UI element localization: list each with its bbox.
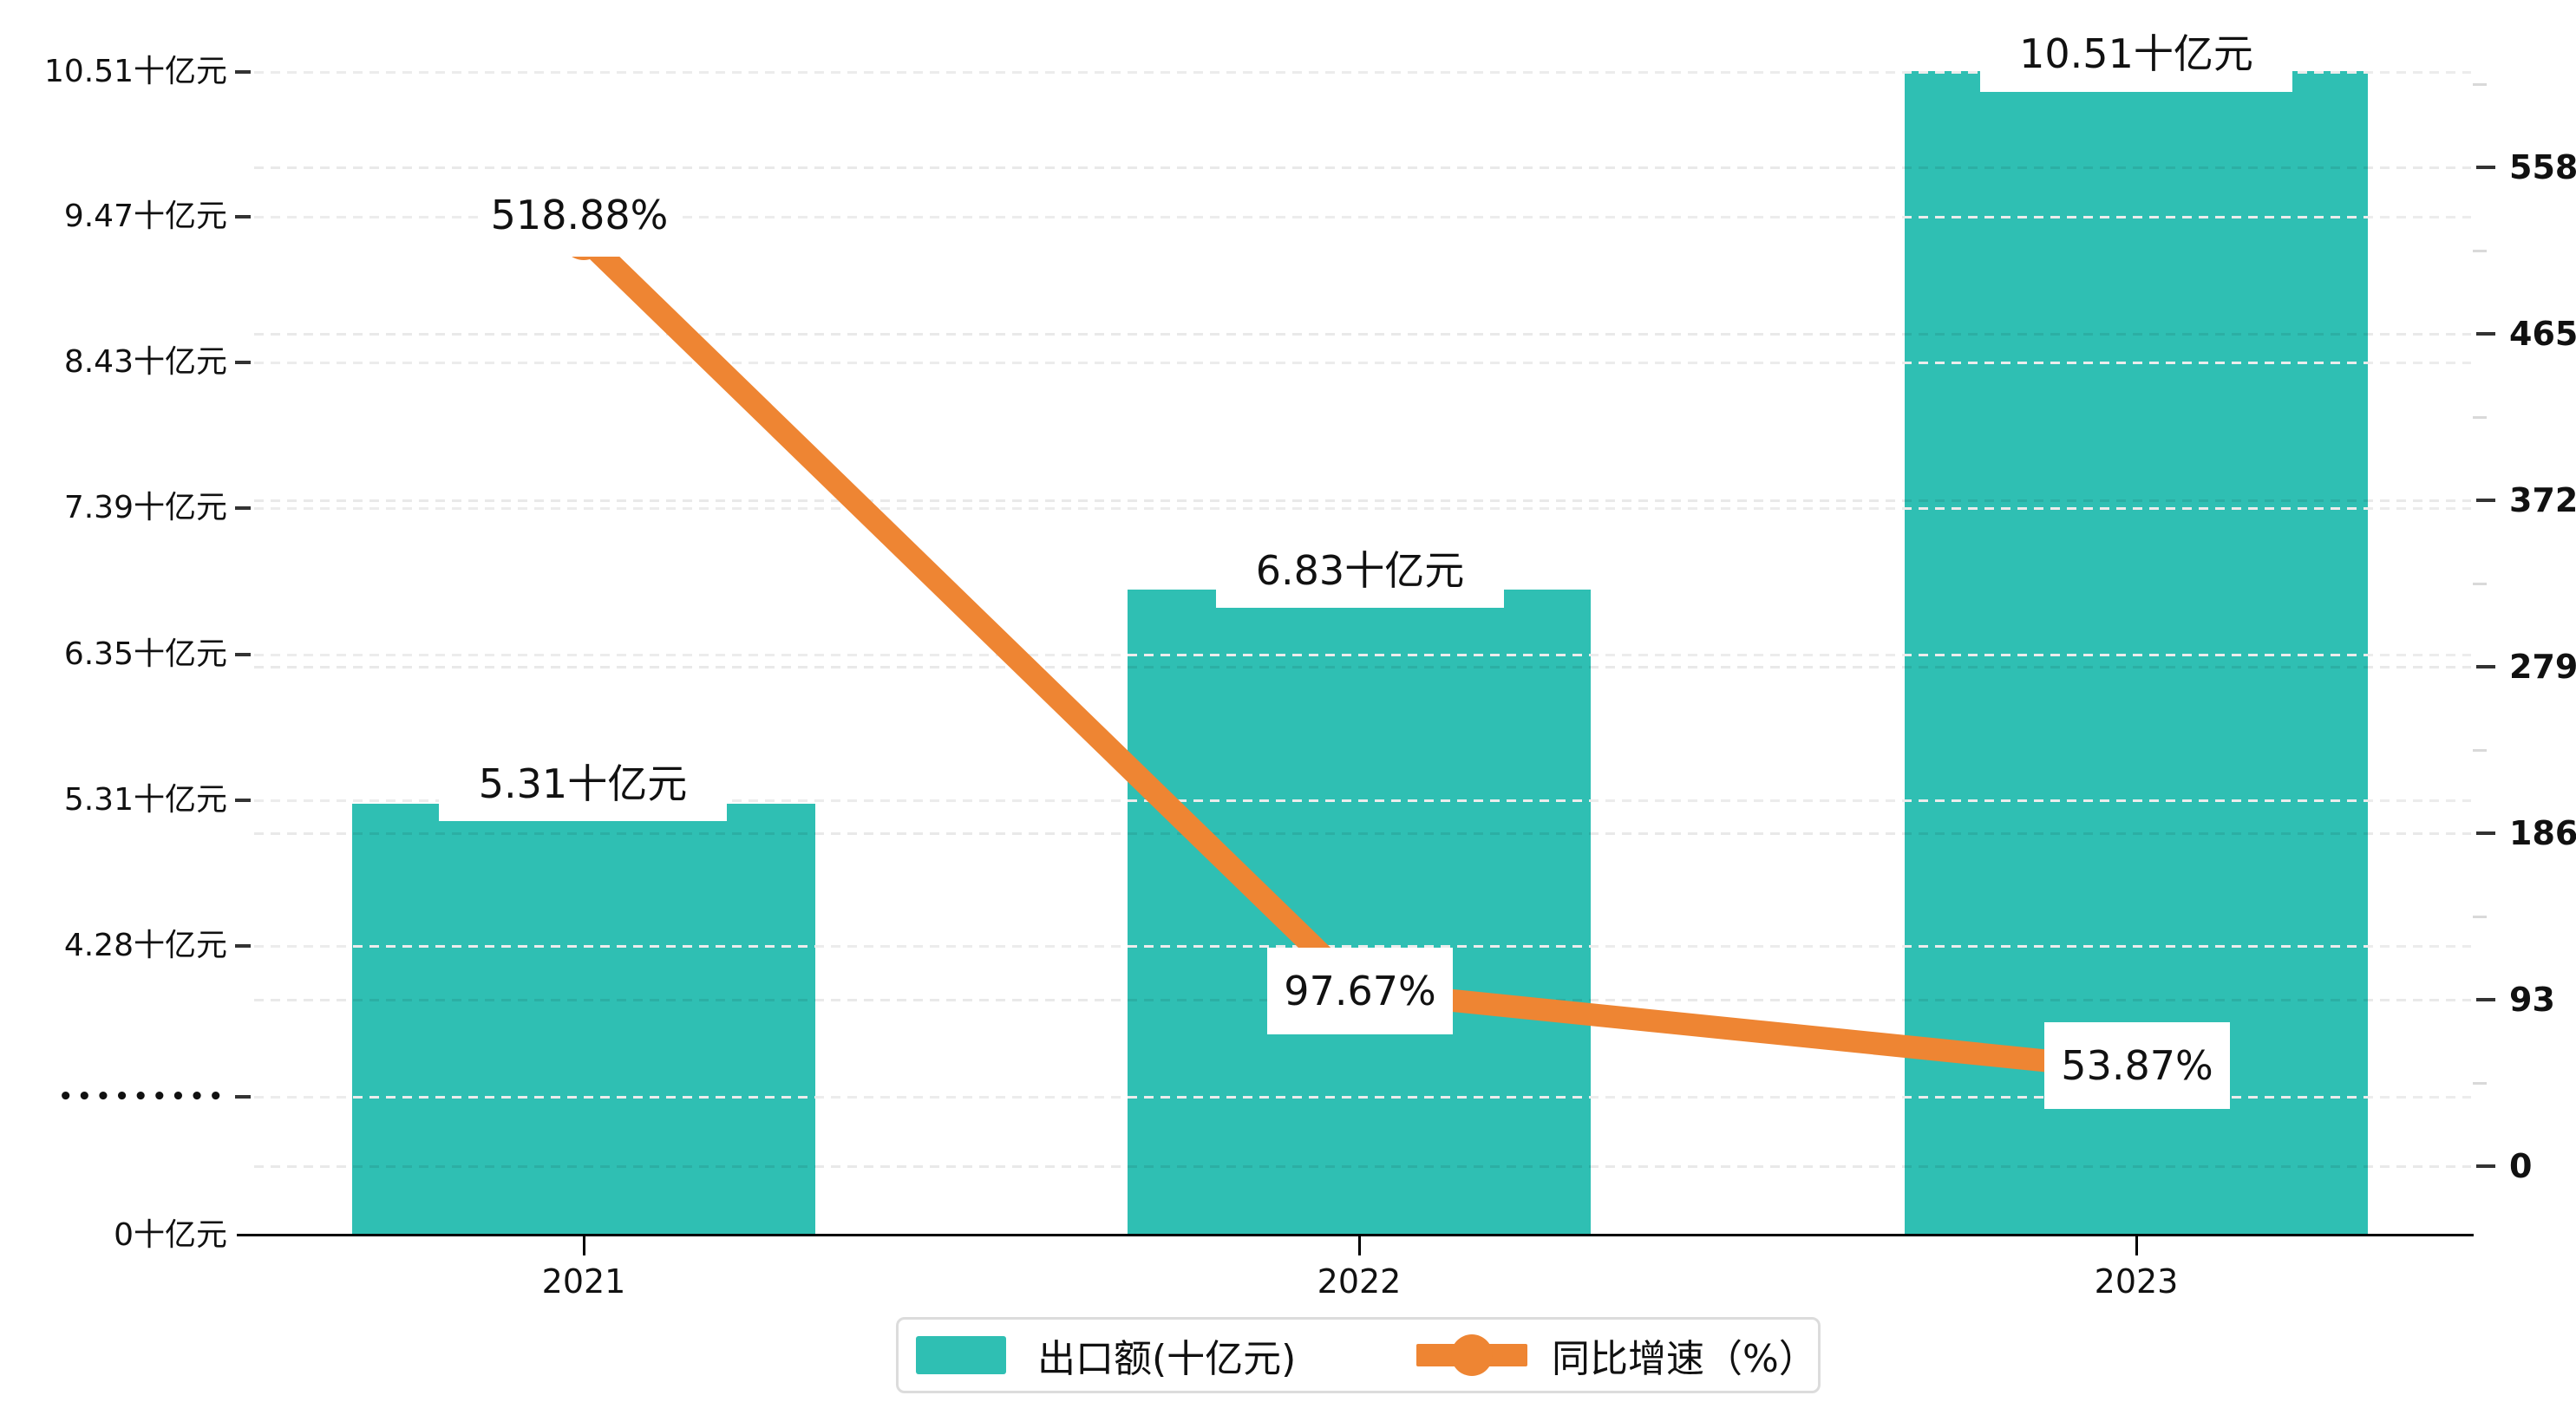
- right-axis-tick: [2476, 998, 2495, 1001]
- gridline-right: [254, 166, 2471, 169]
- line-value-label-2023: 53.87%: [2044, 1022, 2230, 1109]
- right-axis-tick: [2476, 499, 2495, 502]
- legend-item-growth[interactable]: 同比增速（%）: [1384, 1320, 1818, 1391]
- legend-line-label: 同比增速（%）: [1552, 1337, 1817, 1381]
- left-axis-tick: [235, 944, 251, 948]
- left-axis-label: 6.35十亿元: [63, 636, 227, 672]
- right-axis-label: 558: [2509, 148, 2576, 186]
- right-axis-label: 372: [2509, 481, 2576, 519]
- right-axis-tick: [2476, 1164, 2495, 1168]
- right-axis-label: 0: [2509, 1147, 2533, 1185]
- x-axis-tick: [583, 1236, 585, 1255]
- legend-item-export[interactable]: 出口额(十亿元): [899, 1320, 1384, 1391]
- right-axis-minor-tick: [2473, 916, 2487, 918]
- gridline-right: [254, 1165, 2471, 1168]
- left-axis-tick: [235, 653, 251, 656]
- left-axis-break-label: •••••••••: [58, 1084, 227, 1110]
- gridline-left: [254, 507, 2471, 510]
- legend: 出口额(十亿元) 同比增速（%）: [896, 1317, 1821, 1393]
- right-axis-minor-tick: [2473, 583, 2487, 585]
- right-axis-tick: [2476, 831, 2495, 835]
- gridline-left: [254, 945, 2471, 948]
- right-axis-minor-tick: [2473, 416, 2487, 419]
- gridline-left: [254, 216, 2471, 218]
- gridline-right: [254, 499, 2471, 502]
- bar-2021[interactable]: [352, 804, 815, 1235]
- right-axis-minor-tick: [2473, 250, 2487, 252]
- left-axis-tick: [235, 506, 251, 510]
- x-axis-tick: [2135, 1236, 2138, 1255]
- bar-value-label-2021: 5.31十亿元: [439, 741, 727, 821]
- left-axis-label: 4.28十亿元: [63, 928, 227, 963]
- bar-2022[interactable]: [1128, 590, 1591, 1235]
- right-axis-label: 186: [2509, 814, 2576, 852]
- right-axis-label: 279: [2509, 648, 2576, 686]
- line-value-label-2021: 518.88%: [480, 173, 679, 257]
- gridline-right: [254, 333, 2471, 336]
- right-axis-minor-tick: [2473, 749, 2487, 752]
- gridline-left: [254, 71, 2471, 74]
- left-axis-label: 7.39十亿元: [63, 490, 227, 525]
- gridline-left: [254, 799, 2471, 802]
- right-axis-minor-tick: [2473, 1082, 2487, 1085]
- left-axis-tick: [235, 1095, 251, 1099]
- left-axis-label: 0十亿元: [114, 1217, 227, 1253]
- right-axis-label: 465: [2509, 315, 2576, 353]
- gridline-left: [254, 654, 2471, 656]
- legend-bar-swatch: [916, 1336, 1006, 1374]
- right-axis-tick: [2476, 166, 2495, 169]
- line-value-label-2022: 97.67%: [1267, 948, 1453, 1034]
- gridline-left: [254, 362, 2471, 364]
- left-axis-label: 9.47十亿元: [63, 199, 227, 234]
- gridline-right: [254, 832, 2471, 835]
- bar-value-label-2023: 10.51十亿元: [1980, 10, 2292, 92]
- left-axis-tick: [235, 361, 251, 364]
- left-axis-label: 5.31十亿元: [63, 782, 227, 818]
- right-axis-label: 93: [2509, 981, 2555, 1019]
- left-axis-tick: [235, 215, 251, 218]
- left-axis-tick: [235, 70, 251, 74]
- x-axis-tick: [1358, 1236, 1361, 1255]
- x-axis-label-2023: 2023: [2094, 1262, 2179, 1301]
- gridline-right: [254, 666, 2471, 668]
- gridline-left: [254, 1096, 2471, 1099]
- right-axis-tick: [2476, 665, 2495, 668]
- left-axis-label: 10.51十亿元: [43, 54, 227, 89]
- right-axis-tick: [2476, 332, 2495, 336]
- x-axis-label-2022: 2022: [1317, 1262, 1402, 1301]
- x-axis-label-2021: 2021: [541, 1262, 626, 1301]
- legend-line-marker-icon: [1451, 1334, 1493, 1376]
- left-axis-tick: [235, 799, 251, 802]
- legend-bar-label: 出口额(十亿元): [1037, 1337, 1297, 1381]
- x-axis-line: [237, 1234, 2474, 1236]
- bar-value-label-2022: 6.83十亿元: [1216, 528, 1504, 608]
- right-axis-minor-tick: [2473, 83, 2487, 86]
- left-axis-label: 8.43十亿元: [63, 344, 227, 380]
